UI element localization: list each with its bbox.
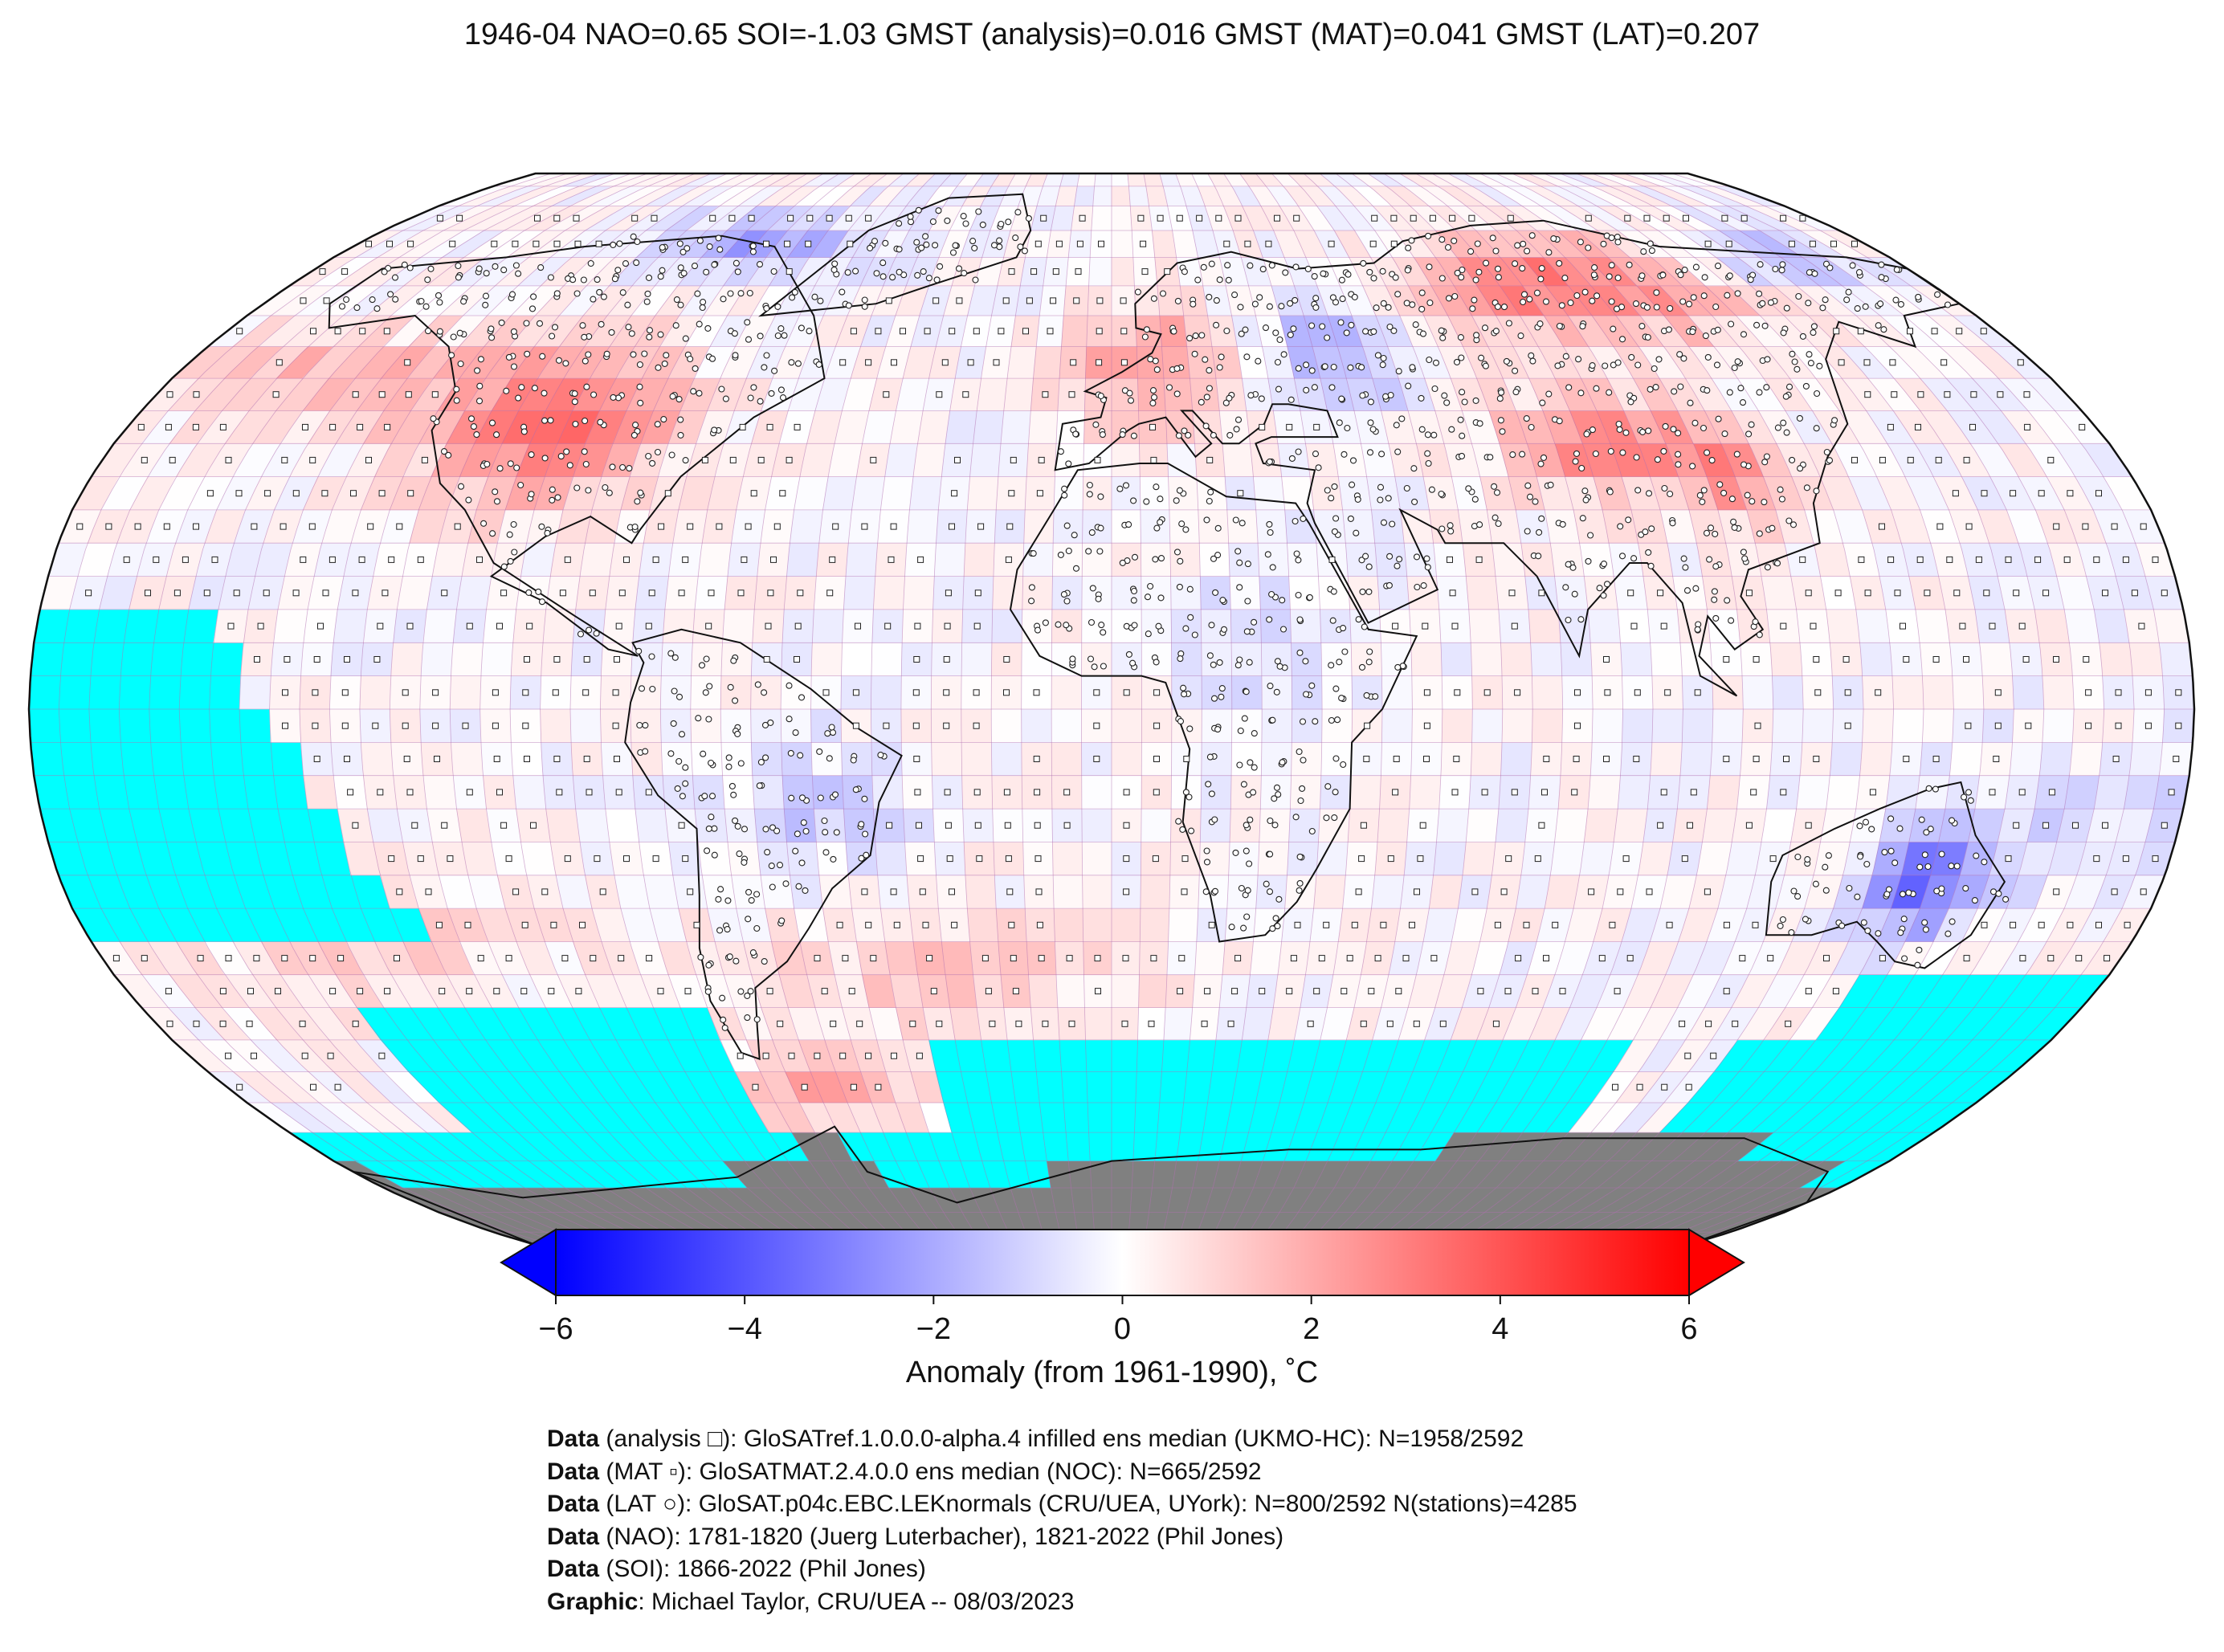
colorbar-tick-label: 0	[1114, 1312, 1131, 1346]
colorbar-tick-label: 2	[1303, 1312, 1320, 1346]
credit-line: Data (analysis □): GloSATref.1.0.0.0-alp…	[547, 1426, 1524, 1452]
colorbar-gradient	[555, 1229, 1690, 1296]
colorbar-tick-label: 4	[1492, 1312, 1508, 1346]
credit-line: Data (MAT ▫): GloSATMAT.2.4.0.0 ens medi…	[547, 1458, 1262, 1485]
colorbar-tick-label: −4	[728, 1312, 762, 1346]
data-credits: Data (analysis □): GloSATref.1.0.0.0-alp…	[547, 1423, 1577, 1618]
colorbar-tick-label: 6	[1680, 1312, 1697, 1346]
colorbar-ticks: −6 −4 −2 0 2 4 6	[538, 1295, 1698, 1346]
chart-title: 1946-04 NAO=0.65 SOI=-1.03 GMST (analysi…	[463, 18, 1761, 51]
colorbar-tick-label: −6	[538, 1312, 573, 1346]
colorbar-extend-max	[1688, 1228, 1745, 1297]
colorbar-extend-min	[500, 1228, 557, 1297]
colorbar-label: Anomaly (from 1961-1990), ˚C	[905, 1356, 1319, 1389]
colorbar-tick-label: −2	[916, 1312, 951, 1346]
